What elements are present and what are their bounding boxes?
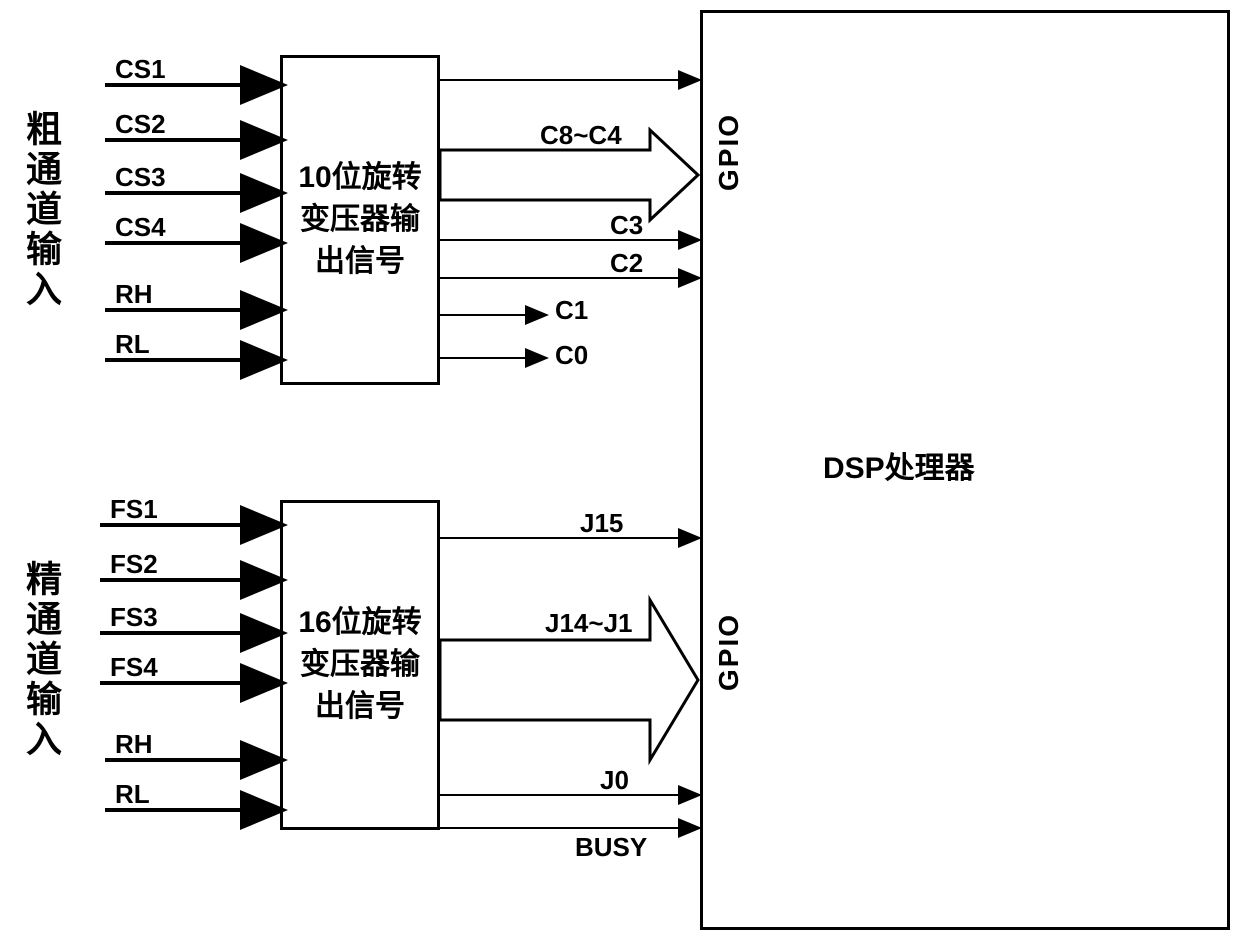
wiring-svg xyxy=(0,0,1240,950)
